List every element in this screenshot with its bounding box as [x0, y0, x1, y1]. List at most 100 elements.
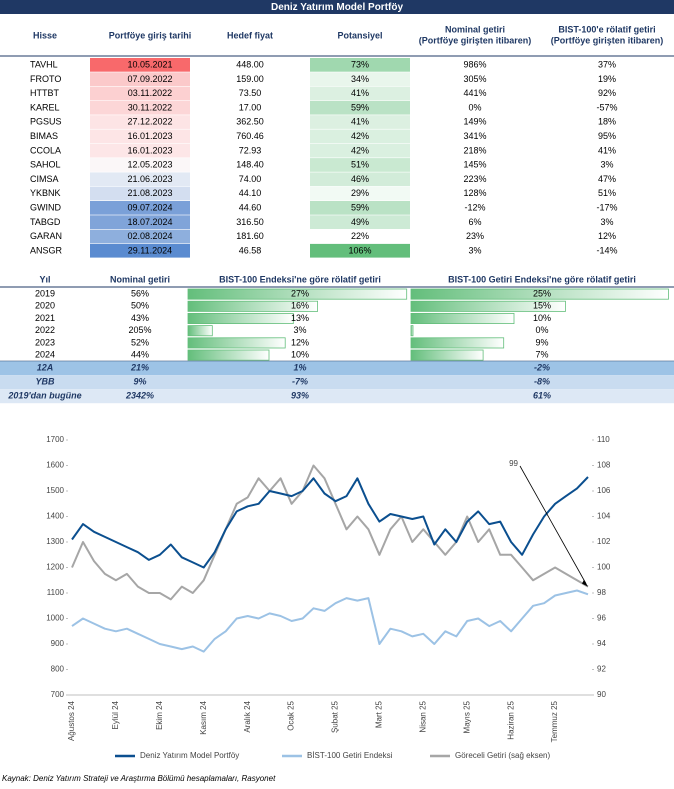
annotation: 99 — [509, 459, 518, 468]
column-header: (Portföye girişten itibaren) — [419, 35, 532, 45]
x-tick-label: Kasım 24 — [199, 700, 208, 734]
cell: 43% — [131, 313, 149, 323]
cell: 37% — [598, 60, 616, 70]
column-header: BIST-100'e rölatif getiri — [558, 24, 655, 34]
cell: 18% — [598, 117, 616, 127]
cell: 159.00 — [236, 74, 264, 84]
y-tick-label: 1300 — [46, 537, 64, 546]
y-tick-label: 1400 — [46, 512, 64, 521]
cell: 0% — [468, 102, 481, 112]
cell: 23% — [466, 231, 484, 241]
date-cell — [90, 172, 190, 187]
cell: 17.00 — [239, 102, 262, 112]
cell: 181.60 — [236, 231, 264, 241]
y2-tick-label: 102 — [597, 537, 611, 546]
cell: 2020 — [35, 301, 55, 311]
cell: 2342% — [125, 391, 154, 401]
potential-cell — [310, 172, 410, 187]
x-tick-label: Aralık 24 — [243, 700, 252, 732]
cell: 148.40 — [236, 160, 264, 170]
column-header: BIST-100 Getiri Endeksi'ne göre rölatif … — [448, 274, 636, 284]
x-tick-label: Ocak 25 — [287, 700, 296, 730]
cell: YKBNK — [30, 188, 61, 198]
cell: 21.06.2023 — [127, 174, 172, 184]
cell: 2023 — [35, 337, 55, 347]
x-tick-label: Mayıs 25 — [462, 700, 471, 733]
cell: 30.11.2022 — [128, 102, 172, 112]
cell: 223% — [463, 174, 486, 184]
y2-tick-label: 100 — [597, 563, 611, 572]
cell: 21.08.2023 — [127, 188, 172, 198]
cell: -8% — [534, 377, 550, 387]
cell: 7% — [535, 349, 548, 359]
data-bar — [187, 349, 270, 361]
y2-tick-label: 90 — [597, 690, 606, 699]
cell: 95% — [598, 131, 616, 141]
cell: GARAN — [30, 231, 62, 241]
cell: KAREL — [30, 102, 60, 112]
column-header: Potansiyel — [337, 30, 382, 40]
column-header: BIST-100 Endeksi'ne göre rölatif getiri — [219, 274, 381, 284]
cell: 93% — [291, 391, 309, 401]
cell: 61% — [533, 391, 551, 401]
cell: 16.01.2023 — [127, 131, 172, 141]
cell: SAHOL — [30, 160, 61, 170]
cell: YBB — [35, 377, 55, 387]
cell: 46% — [351, 174, 369, 184]
cell: 07.09.2022 — [127, 74, 172, 84]
x-tick-label: Mart 25 — [375, 700, 384, 728]
date-cell — [90, 58, 190, 72]
data-bar — [187, 288, 408, 300]
cell: 6% — [468, 217, 481, 227]
potential-cell — [310, 58, 410, 72]
column-header: Portföye giriş tarihi — [109, 30, 192, 40]
cell: 2024 — [35, 349, 55, 359]
cell: -7% — [292, 377, 308, 387]
date-cell — [90, 158, 190, 172]
legend-label: Deniz Yatırım Model Portföy — [140, 751, 239, 760]
cell: 2019'dan bugüne — [7, 391, 81, 401]
cell: 19% — [598, 74, 616, 84]
cell: 44.10 — [239, 188, 262, 198]
cell: 12.05.2023 — [127, 160, 172, 170]
potential-cell — [310, 115, 410, 129]
cell: 21% — [130, 363, 149, 373]
column-header: Hedef fiyat — [227, 30, 273, 40]
date-cell — [90, 86, 190, 101]
cell: 12A — [37, 363, 54, 373]
cell: 29.11.2024 — [128, 245, 172, 255]
cell: 341% — [463, 131, 486, 141]
cell: TABGD — [30, 217, 61, 227]
cell: 59% — [351, 102, 369, 112]
cell: 59% — [351, 203, 369, 213]
cell: 3% — [293, 325, 306, 335]
cell: 47% — [598, 174, 616, 184]
data-bar — [410, 325, 414, 337]
cell: GWIND — [30, 203, 61, 213]
column-header: Yıl — [39, 274, 50, 284]
potential-cell — [310, 100, 410, 115]
series-line — [71, 464, 589, 601]
x-tick-label: Temmuz 25 — [550, 700, 559, 742]
title-bar — [0, 0, 674, 14]
cell: 305% — [463, 74, 486, 84]
y-tick-label: 700 — [51, 690, 65, 699]
y2-tick-label: 110 — [597, 435, 610, 444]
cell: 15% — [533, 301, 551, 311]
cell: ANSGR — [30, 245, 63, 255]
summary-row — [0, 361, 674, 376]
cell: CIMSA — [30, 174, 59, 184]
potential-cell — [310, 229, 410, 244]
cell: 73% — [351, 60, 369, 70]
date-cell — [90, 129, 190, 144]
data-bar — [410, 300, 566, 312]
cell: -2% — [534, 363, 550, 373]
cell: 2019 — [35, 288, 55, 298]
cell: 18.07.2024 — [127, 217, 172, 227]
y2-tick-label: 94 — [597, 639, 606, 648]
cell: 72.93 — [239, 145, 262, 155]
column-header: Nominal getiri — [110, 274, 170, 284]
data-bar — [410, 288, 669, 300]
cell: 3% — [600, 217, 613, 227]
cell: 205% — [128, 325, 151, 335]
